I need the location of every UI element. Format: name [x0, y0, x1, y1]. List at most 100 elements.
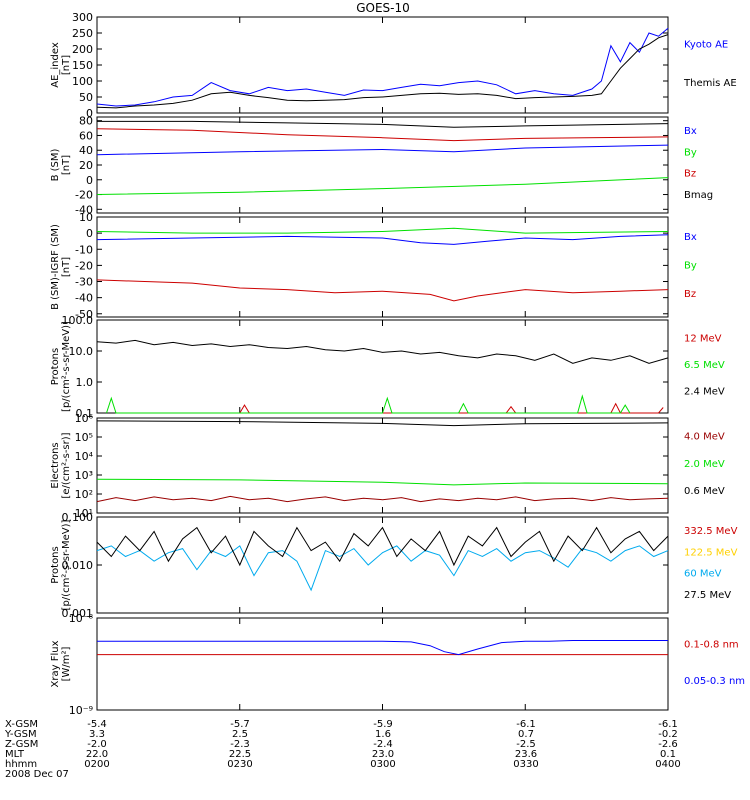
legend-entry: By [684, 260, 697, 271]
panel-frame [96, 617, 669, 711]
y-tick-label: -30 [75, 276, 93, 289]
y-axis-label: AE_index[nT] [50, 42, 72, 88]
legend-entry: 0.6 MeV [684, 486, 725, 497]
orbit-cell: 0230 [227, 759, 252, 770]
orbit-cell: 0330 [513, 759, 538, 770]
y-tick-label: 10.0 [69, 345, 94, 358]
series-line-60-mev [96, 545, 669, 592]
y-tick-label: 80 [79, 115, 93, 128]
orbit-cell: -2.5 [516, 739, 536, 750]
series-line-27-5-mev [96, 526, 669, 567]
y-tick-label: -40 [75, 292, 93, 305]
orbit-cell: 1.6 [375, 729, 391, 740]
series-line-bx [96, 144, 669, 156]
legend-entry: Bz [684, 289, 696, 300]
orbit-cell: -2.4 [373, 739, 393, 750]
orbit-cell: 0400 [655, 759, 680, 770]
y-tick-label: 0.010 [62, 559, 94, 572]
legend-entry: 0.1-0.8 nm [684, 639, 739, 650]
orbit-cell: -5.4 [87, 719, 107, 730]
y-axis-label: B (SM)-IGRF (SM)[nT] [50, 224, 72, 310]
series-line-6-5-mev [106, 394, 631, 414]
y-tick-label: 10⁶ [75, 412, 94, 425]
panel-4: 0.1 1.0 10.0 100.0Protons[p/(cm²-s-sr-MeV)]… [50, 314, 725, 420]
series-line-2-0-mev [96, 478, 669, 486]
series-line-by [96, 177, 669, 195]
orbit-cell: 23.0 [372, 749, 394, 760]
y-tick-label: -20 [75, 189, 93, 202]
y-tick-label: -10 [75, 243, 93, 256]
y-tick-label: 100.0 [62, 314, 94, 327]
orbit-cell: 0.7 [518, 729, 534, 740]
orbit-cell: 3.3 [89, 729, 105, 740]
orbit-cell: -2.6 [658, 739, 678, 750]
legend-entry: 60 MeV [684, 569, 722, 580]
y-axis-label: B (SM)[nT] [50, 148, 72, 181]
series-line-0-6-mev [96, 420, 669, 427]
y-tick-label: 40 [79, 144, 93, 157]
orbit-cell: -6.1 [658, 719, 678, 730]
orbit-cell: -2.0 [87, 739, 107, 750]
y-tick-label: 0.1 [76, 407, 94, 420]
panel-frame [96, 516, 669, 614]
orbit-row-label: Y-GSM [4, 729, 37, 740]
y-tick-label: 10 [79, 211, 93, 224]
legend-entry: 4.0 MeV [684, 432, 725, 443]
y-tick-label: 10³ [75, 469, 93, 482]
orbit-cell: -5.7 [230, 719, 250, 730]
legend-entry: Themis AE [683, 78, 737, 89]
y-axis-label: Protons[p/(cm²-s-sr-MeV)] [50, 519, 72, 610]
y-tick-label: 250 [72, 27, 93, 40]
y-tick-label: -40 [75, 203, 93, 216]
series-line-by [96, 227, 669, 234]
y-tick-label: 200 [72, 43, 93, 56]
y-tick-label: 300 [72, 11, 93, 24]
legend-entry: Bx [684, 126, 697, 137]
orbit-cell: 23.6 [515, 749, 537, 760]
orbit-cell: 22.5 [229, 749, 251, 760]
series-line-kyoto-ae [96, 27, 669, 107]
series-line-4-0-mev [96, 495, 669, 503]
series-line-themis-ae [96, 34, 669, 109]
series-line-bz [96, 128, 669, 142]
y-axis-label: Electrons[e/(cm²-s-sr)] [50, 432, 72, 498]
orbit-cell: -6.1 [516, 719, 536, 730]
y-tick-label: -50 [75, 308, 93, 321]
panel-1: 0 50 100 150 200 250 300 AE_index[nT] Kyoto AE Th… [50, 11, 737, 120]
series-line-0-05-0-3-nm [97, 640, 668, 656]
panel-frame [96, 16, 669, 114]
y-tick-label: 10⁻⁸ [69, 612, 94, 625]
orbit-cell: -5.9 [373, 719, 393, 730]
y-tick-label: 50 [79, 91, 93, 104]
series-line-bz [96, 279, 669, 302]
y-axis-label: Xray Flux[W/m²] [50, 640, 72, 687]
orbit-cell: 2.5 [232, 729, 248, 740]
y-tick-label: 10¹ [75, 507, 93, 520]
orbit-row-label: Z-GSM [5, 739, 38, 750]
date-label: 2008 Dec 07 [5, 769, 69, 780]
legend-entry: 332.5 MeV [684, 526, 738, 537]
y-axis-label: Protons[p/(cm²-s-sr-MeV)] [50, 321, 72, 412]
series-line-bx [96, 234, 669, 245]
series-line-bmag [97, 120, 669, 128]
plot-title: GOES-10 [356, 1, 410, 15]
y-tick-label: 10⁵ [75, 431, 93, 444]
orbit-cell: 0.1 [660, 749, 676, 760]
legend-entry: 27.5 MeV [684, 590, 731, 601]
y-tick-label: 150 [72, 59, 93, 72]
y-tick-label: 1.0 [76, 376, 94, 389]
orbit-row-label: MLT [5, 749, 25, 760]
orbit-cell: 0300 [370, 759, 395, 770]
legend-entry: By [684, 147, 697, 158]
y-tick-label: 10⁻⁹ [69, 704, 93, 717]
y-tick-label: 0 [86, 174, 93, 187]
y-tick-label: 0 [86, 227, 93, 240]
series-line-12-mev [239, 402, 664, 414]
orbit-cell: 0200 [84, 759, 109, 770]
legend-entry: Bx [684, 232, 697, 243]
legend-entry: 2.0 MeV [684, 459, 725, 470]
y-tick-label: -20 [75, 259, 93, 272]
